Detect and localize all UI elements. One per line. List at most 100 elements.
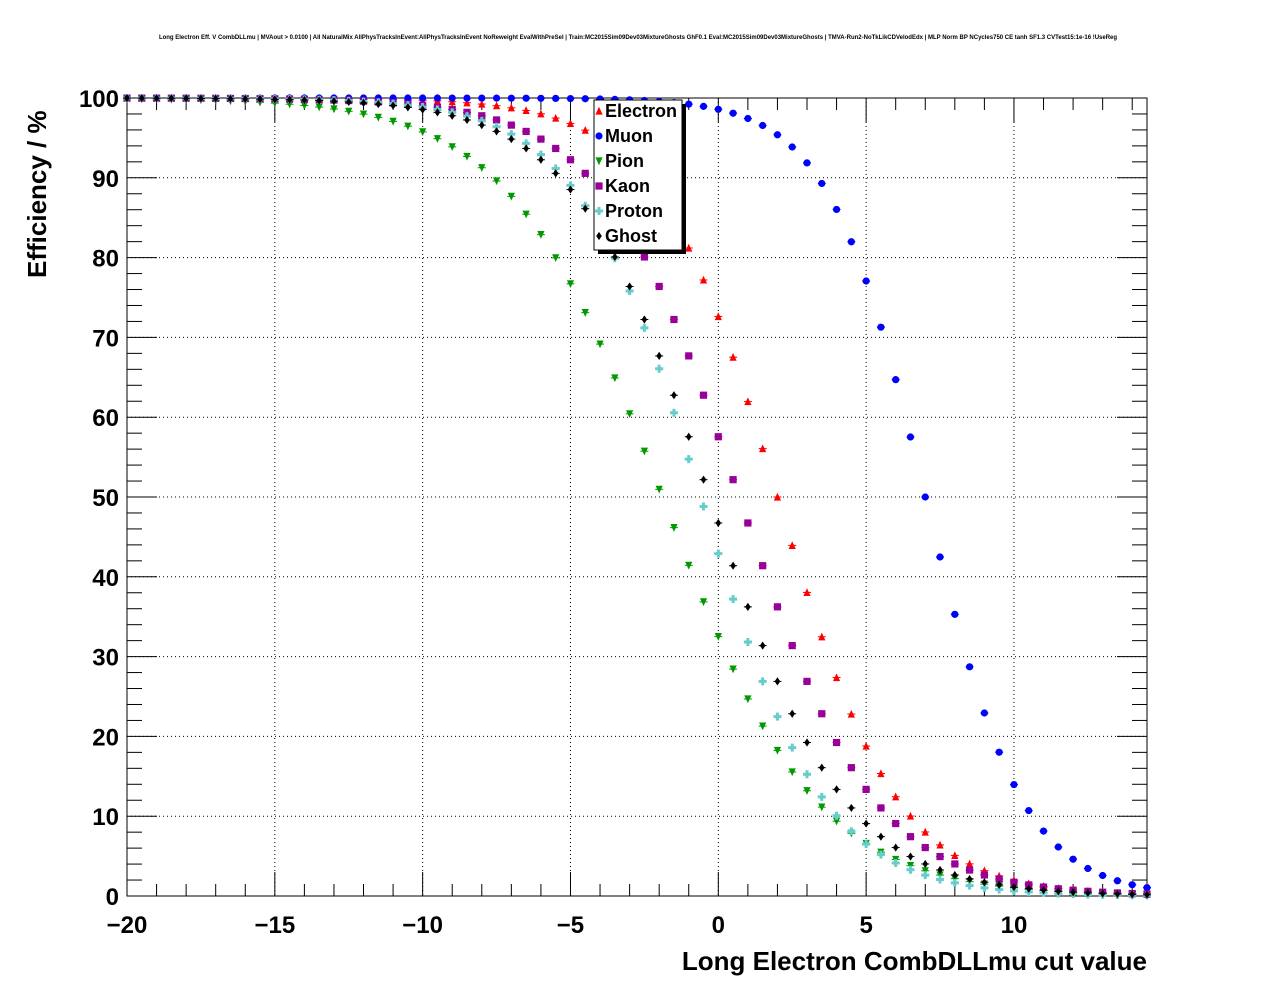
legend-marker-muon: [595, 132, 603, 140]
data-point-electron: [862, 741, 870, 750]
legend-label: Ghost: [605, 226, 657, 246]
data-point-proton: [817, 792, 826, 801]
data-point-electron: [773, 492, 782, 501]
data-point-kaon: [936, 852, 944, 861]
data-point-ghost: [227, 94, 234, 103]
data-point-muon: [1069, 855, 1077, 863]
data-point-kaon: [685, 352, 693, 360]
data-point-electron: [951, 851, 959, 860]
data-point-proton: [492, 122, 501, 131]
data-point-proton: [699, 502, 708, 511]
data-point-pion: [655, 485, 663, 494]
data-point-electron: [507, 103, 515, 112]
legend-marker-proton: [595, 207, 603, 215]
data-point-electron: [788, 541, 796, 550]
data-point-electron: [685, 243, 693, 252]
data-point-proton: [862, 840, 871, 849]
data-point-electron: [892, 792, 900, 801]
data-point-muon: [877, 323, 885, 331]
legend-box: [593, 99, 683, 251]
data-point-ghost: [153, 94, 160, 103]
data-point-ghost: [863, 819, 869, 828]
data-point-muon: [463, 94, 471, 102]
data-point-kaon: [951, 860, 959, 868]
data-point-muon: [906, 433, 915, 441]
data-point-muon: [581, 95, 589, 103]
data-point-muon: [759, 121, 767, 130]
data-point-electron: [729, 353, 737, 361]
data-point-muon: [1099, 871, 1107, 880]
data-point-ghost: [316, 96, 322, 105]
data-point-proton: [507, 130, 516, 139]
data-point-ghost: [907, 852, 914, 861]
data-point-kaon: [478, 112, 486, 120]
data-point-muon: [921, 493, 929, 501]
x-tick-label: −15: [254, 912, 295, 939]
data-point-ghost: [966, 874, 973, 884]
data-point-pion: [626, 410, 634, 419]
data-point-electron: [936, 840, 944, 849]
data-point-kaon: [744, 519, 752, 527]
data-point-kaon: [670, 315, 678, 324]
data-point-ghost: [1129, 890, 1136, 899]
data-point-proton: [803, 770, 811, 779]
data-point-pion: [773, 746, 782, 755]
data-point-kaon: [655, 282, 663, 291]
data-point-muon: [818, 179, 826, 188]
data-point-muon: [714, 105, 722, 113]
data-point-pion: [389, 117, 397, 126]
x-tick-label: −5: [557, 912, 584, 939]
data-point-pion: [832, 817, 841, 826]
data-point-kaon: [566, 156, 575, 164]
data-point-ghost: [493, 127, 500, 136]
data-point-electron: [478, 99, 486, 108]
data-point-kaon: [507, 121, 515, 129]
data-point-ghost: [345, 97, 352, 107]
data-point-proton: [522, 139, 531, 148]
data-point-electron: [966, 859, 974, 868]
data-point-electron: [818, 632, 826, 641]
data-point-ghost: [582, 204, 589, 213]
data-point-muon: [1010, 780, 1018, 789]
data-point-pion: [359, 110, 368, 119]
data-point-electron: [921, 827, 929, 836]
legend-marker-electron: [595, 106, 603, 115]
data-point-pion: [507, 192, 515, 201]
data-point-kaon: [773, 603, 782, 611]
data-point-ghost: [952, 870, 958, 880]
data-point-ghost: [1070, 888, 1076, 897]
x-tick-label: −10: [402, 912, 443, 939]
data-point-pion: [611, 374, 619, 383]
data-point-ghost: [301, 95, 308, 105]
data-point-proton: [743, 638, 752, 647]
data-point-ghost: [848, 803, 855, 813]
data-point-ghost: [1099, 889, 1106, 898]
data-point-muon: [729, 109, 737, 117]
x-tick-label: 10: [1001, 912, 1028, 939]
data-point-ghost: [508, 135, 515, 144]
data-point-pion: [714, 633, 722, 641]
data-point-proton: [965, 881, 974, 890]
data-point-kaon: [877, 804, 885, 812]
legend-label: Pion: [605, 151, 644, 171]
legend-entry-electron: Electron: [595, 101, 677, 121]
data-point-electron: [566, 119, 575, 128]
data-point-electron: [744, 397, 752, 406]
data-point-muon: [966, 663, 974, 671]
data-point-ghost: [996, 880, 1002, 889]
data-point-muon: [1025, 806, 1033, 815]
legend-entry-ghost: Ghost: [596, 226, 657, 246]
data-point-kaon: [729, 476, 737, 484]
data-point-ghost: [419, 105, 426, 114]
data-point-ghost: [478, 121, 485, 130]
data-point-kaon: [847, 764, 855, 772]
data-point-electron: [699, 275, 708, 284]
data-point-muon: [1054, 843, 1062, 851]
data-point-electron: [803, 588, 811, 597]
data-point-ghost: [922, 859, 929, 869]
data-point-proton: [980, 883, 989, 892]
data-point-ghost: [390, 101, 396, 110]
data-point-pion: [345, 107, 353, 116]
data-point-ghost: [1025, 884, 1032, 893]
data-point-ghost: [168, 94, 175, 103]
